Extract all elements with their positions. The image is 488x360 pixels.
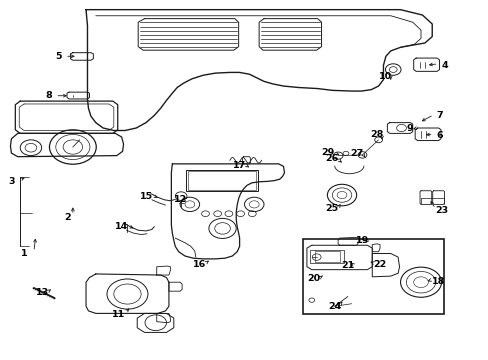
Bar — [315, 251, 339, 262]
Text: 26: 26 — [325, 154, 338, 163]
Bar — [188, 171, 255, 190]
Text: 7: 7 — [435, 111, 442, 120]
Text: 19: 19 — [355, 237, 368, 246]
Text: 5: 5 — [55, 52, 61, 61]
Bar — [310, 249, 344, 263]
Text: 18: 18 — [431, 276, 445, 285]
Text: 13: 13 — [36, 288, 49, 297]
Text: 9: 9 — [406, 123, 413, 132]
Text: 24: 24 — [327, 302, 341, 311]
Bar — [185, 170, 258, 192]
Text: 10: 10 — [379, 72, 392, 81]
Text: 6: 6 — [435, 131, 442, 140]
Text: 2: 2 — [64, 213, 71, 222]
Bar — [303, 239, 444, 315]
Text: 20: 20 — [306, 274, 320, 283]
Text: 14: 14 — [115, 222, 128, 231]
Text: 17: 17 — [232, 161, 246, 170]
Text: 15: 15 — [140, 192, 153, 201]
Text: 16: 16 — [193, 260, 206, 269]
Text: 25: 25 — [325, 204, 338, 213]
Text: 23: 23 — [434, 206, 447, 215]
Text: 4: 4 — [440, 61, 447, 70]
Text: 1: 1 — [21, 249, 27, 258]
Text: 11: 11 — [112, 310, 125, 319]
Text: 22: 22 — [373, 260, 386, 269]
Text: 28: 28 — [370, 130, 383, 139]
Text: 12: 12 — [173, 195, 186, 204]
Text: 3: 3 — [8, 177, 15, 186]
Text: 27: 27 — [349, 149, 363, 158]
Text: 21: 21 — [341, 261, 354, 270]
Text: 8: 8 — [45, 91, 52, 100]
Text: 29: 29 — [321, 148, 334, 157]
